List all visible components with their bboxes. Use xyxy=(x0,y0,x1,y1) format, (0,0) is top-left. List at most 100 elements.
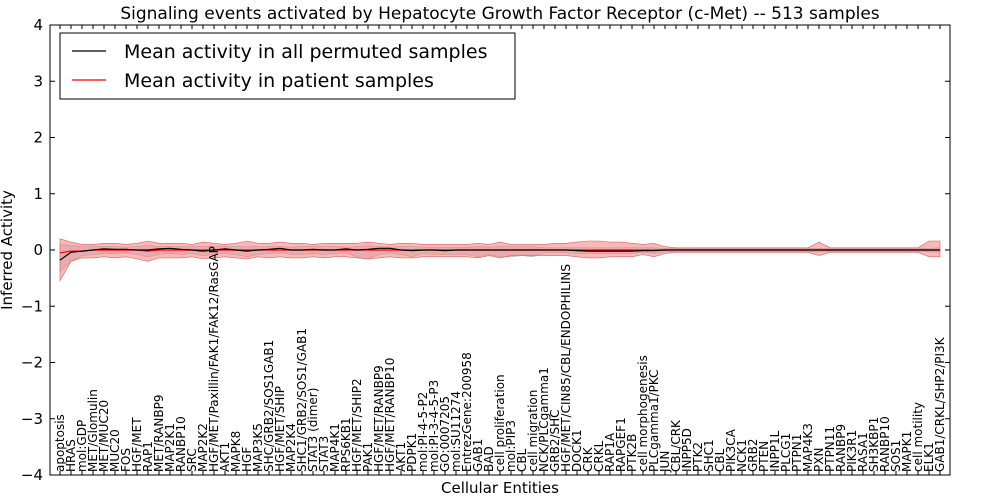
confidence-bands xyxy=(59,238,941,283)
y-tick-label: 2 xyxy=(33,129,43,147)
x-tick-label: INPP5D xyxy=(680,428,694,472)
x-tick-label: SH3KBP1 xyxy=(867,417,881,472)
x-tick-label: CBL xyxy=(515,448,529,472)
x-tick-label: MAP3K5 xyxy=(251,423,265,472)
x-tick-label: HGF/MET xyxy=(130,417,144,472)
x-tick-label: SRC xyxy=(185,448,199,472)
legend: Mean activity in all permuted samples Me… xyxy=(59,32,516,100)
x-axis-label: Cellular Entities xyxy=(441,479,559,497)
x-tick-label: apoptosis xyxy=(53,414,67,472)
x-tick-label: PTPN1 xyxy=(790,434,804,472)
y-tick-label: −3 xyxy=(21,410,43,428)
x-tick-label: mol:PI-4-5-P2 xyxy=(416,392,430,472)
x-tick-label: MET/RANBP9 xyxy=(152,395,166,472)
x-tick-label: PIK3R1 xyxy=(845,430,859,472)
x-tick-label: mol:PIP3 xyxy=(504,420,518,472)
x-tick-label: HGF/MET/CIN85/CBL/ENDOPHILINS xyxy=(559,264,573,472)
x-tick-label: ELK1 xyxy=(922,442,936,472)
x-tick-label: AKT1 xyxy=(394,442,408,472)
x-tick-label: MAPK1 xyxy=(900,431,914,472)
x-tick-label: cell migration xyxy=(526,390,540,472)
x-tick-label: SHC/GRB2/SOS1GAB1 xyxy=(262,340,276,472)
x-tick-label: PDPK1 xyxy=(405,433,419,472)
x-tick-label: HGF/MET/SHIP2 xyxy=(350,378,364,472)
x-tick-label: PAK1 xyxy=(361,442,375,472)
x-tick-label: RAPGEF1 xyxy=(614,417,628,472)
x-tick-label: SHC1 xyxy=(702,439,716,472)
x-tick-label: CRKL xyxy=(592,440,606,472)
x-tick-label: cell morphogenesis xyxy=(636,355,650,472)
x-tick-label: GAB1/CRKL/SHP2/PI3K xyxy=(933,336,947,472)
x-tick-label: PLCgamma1/PKC xyxy=(647,369,661,472)
x-tick-label: MAP2K4 xyxy=(284,423,298,472)
x-tick-label: HGF/MET/SHIP xyxy=(273,386,287,472)
x-tick-label: MAPK8 xyxy=(229,431,243,472)
x-tick-label: AKT1 xyxy=(218,442,232,472)
x-tick-label: HRAS xyxy=(64,439,78,472)
legend-box xyxy=(59,32,516,100)
series-lines xyxy=(59,247,940,261)
y-tick-label: −4 xyxy=(21,466,43,484)
band-patient xyxy=(59,238,941,283)
y-tick-label: 1 xyxy=(33,185,43,203)
y-tick-label: 4 xyxy=(33,16,43,34)
x-tick-label: JUN xyxy=(658,451,672,473)
x-tick-label: MET/MUC20 xyxy=(97,400,111,472)
x-tick-label: HGF/MET/RANBP9 xyxy=(372,365,386,472)
x-tick-label: INPP1L xyxy=(768,430,782,472)
legend-label-permuted: Mean activity in all permuted samples xyxy=(124,41,487,63)
x-tick-label: HGF/MET/RANBP10 xyxy=(383,358,397,472)
x-tick-label: RASA1 xyxy=(856,432,870,472)
x-tick-label: RANBP10 xyxy=(878,416,892,472)
x-tick-label: mol:GDP xyxy=(75,420,89,472)
x-tick-label: PTPN11 xyxy=(823,426,837,472)
x-tick-label: MAP2K2 xyxy=(196,423,210,472)
x-tick-label: PTK2 xyxy=(691,442,705,472)
x-tick-label: EntrezGene:200958 xyxy=(460,352,474,472)
x-tick-label: MAP4K1 xyxy=(328,423,342,472)
x-tick-label: mol:SU11274 xyxy=(449,391,463,472)
x-tick-label: cell motility xyxy=(911,402,925,472)
x-tick-label: CRK xyxy=(581,446,595,472)
x-tick-label: SOS1 xyxy=(889,440,903,472)
x-tick-label: MUC20 xyxy=(108,429,122,472)
x-tick-label: PIK3CA xyxy=(724,428,738,472)
x-axis: apoptosisHRASmol:GDPMET/GlomulinMET/MUC2… xyxy=(53,25,947,475)
chart-title: Signaling events activated by Hepatocyte… xyxy=(120,4,879,24)
y-axis: −4 −3 −2 −1 0 1 2 3 4 xyxy=(21,16,950,484)
x-tick-label: NCK1 xyxy=(735,439,749,472)
y-tick-label: −2 xyxy=(21,354,43,372)
x-tick-label: CBL xyxy=(713,448,727,472)
x-tick-label: GRB2/SHC xyxy=(548,409,562,472)
legend-label-patient: Mean activity in patient samples xyxy=(124,70,434,92)
x-tick-label: MAP4K3 xyxy=(801,423,815,472)
y-tick-label: −1 xyxy=(21,297,43,315)
x-tick-label: DOCK1 xyxy=(570,429,584,472)
x-tick-label: BAD xyxy=(482,446,496,472)
x-tick-label: MET/Glomulin xyxy=(86,389,100,472)
x-tick-label: HGF xyxy=(240,447,254,472)
x-tick-label: SHC1/GRB2/SOS1/GAB1 xyxy=(295,328,309,472)
x-tick-label: GAB1 xyxy=(471,439,485,472)
x-tick-label: cell proliferation xyxy=(493,374,507,472)
x-tick-label: PLCG1 xyxy=(779,433,793,472)
y-axis-label: Inferred Activity xyxy=(0,190,16,310)
x-tick-label: MAP2K1 xyxy=(163,423,177,472)
y-tick-label: 3 xyxy=(33,72,43,90)
x-tick-label: STAT3 xyxy=(317,436,331,472)
x-tick-label: mol:PI-3-4-5-P3 xyxy=(427,380,441,472)
x-tick-label: STAT3 (dimer) xyxy=(306,388,320,472)
x-tick-label: RANBP9 xyxy=(834,424,848,472)
x-tick-label: PXN xyxy=(812,448,826,472)
x-tick-label: PTEN xyxy=(757,441,771,472)
x-tick-label: HGF/MET/Paxillin/FAK1/FAK12/RasGAP xyxy=(207,246,221,472)
x-tick-label: NCK/PLCgamma1 xyxy=(537,367,551,472)
line-permuted xyxy=(59,247,940,261)
x-tick-label: RPS6KB1 xyxy=(339,417,353,472)
x-tick-label: GO:0007205 xyxy=(438,396,452,472)
x-tick-label: CBL/CRK xyxy=(669,419,683,472)
x-tick-label: FOS xyxy=(119,448,133,472)
x-tick-label: RANBP10 xyxy=(174,416,188,472)
x-tick-label: PTK2B xyxy=(625,434,639,472)
